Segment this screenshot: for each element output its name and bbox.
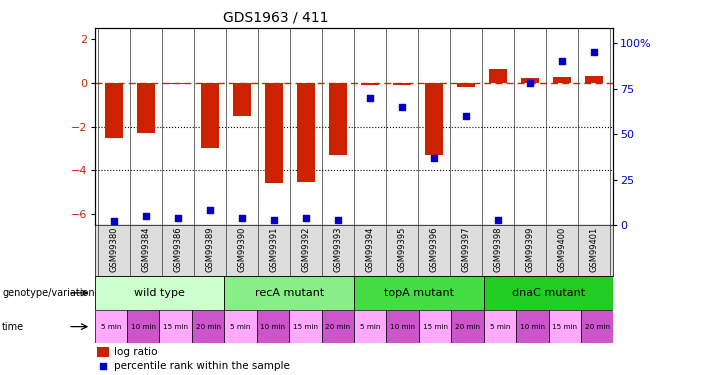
Bar: [95, 276, 224, 310]
Text: GSM99401: GSM99401: [590, 226, 599, 272]
Text: GSM99390: GSM99390: [238, 226, 247, 272]
Bar: [329, 83, 347, 155]
Text: percentile rank within the sample: percentile rank within the sample: [114, 361, 290, 371]
Text: GSM99384: GSM99384: [142, 226, 151, 272]
Bar: [233, 83, 251, 116]
Bar: [354, 276, 484, 310]
Bar: [201, 83, 219, 148]
Text: GSM99391: GSM99391: [269, 226, 278, 272]
Point: [236, 215, 247, 221]
Point: [140, 213, 151, 219]
Text: GSM99400: GSM99400: [557, 226, 566, 272]
Bar: [484, 276, 613, 310]
Bar: [160, 310, 192, 343]
Bar: [489, 69, 507, 83]
Point: [397, 104, 408, 110]
Text: 10 min: 10 min: [390, 324, 415, 330]
Bar: [457, 83, 475, 87]
Text: 10 min: 10 min: [520, 324, 545, 330]
Text: log ratio: log ratio: [114, 347, 158, 357]
Bar: [484, 310, 516, 343]
Text: 20 min: 20 min: [585, 324, 610, 330]
Point: [524, 80, 536, 86]
Text: GSM99396: GSM99396: [430, 226, 439, 272]
Text: GSM99394: GSM99394: [365, 226, 374, 272]
Bar: [549, 310, 581, 343]
Text: recA mutant: recA mutant: [254, 288, 324, 298]
Text: genotype/variation: genotype/variation: [2, 288, 95, 298]
Point: [428, 155, 440, 161]
Text: 5 min: 5 min: [231, 324, 251, 330]
Bar: [451, 310, 484, 343]
Point: [172, 215, 184, 221]
Text: GSM99398: GSM99398: [494, 226, 503, 272]
Text: 15 min: 15 min: [163, 324, 188, 330]
Bar: [169, 83, 186, 84]
Point: [461, 113, 472, 119]
Text: GSM99397: GSM99397: [461, 226, 470, 272]
Bar: [224, 276, 354, 310]
Bar: [322, 310, 354, 343]
Bar: [553, 77, 571, 83]
Text: 10 min: 10 min: [261, 324, 285, 330]
Bar: [522, 78, 539, 83]
Text: 5 min: 5 min: [101, 324, 121, 330]
Text: 20 min: 20 min: [325, 324, 350, 330]
Text: GSM99392: GSM99392: [301, 226, 311, 272]
Bar: [192, 310, 224, 343]
Text: 15 min: 15 min: [423, 324, 447, 330]
Bar: [361, 83, 379, 85]
Text: time: time: [2, 322, 25, 332]
Point: [97, 363, 109, 369]
Bar: [354, 310, 386, 343]
Text: dnaC mutant: dnaC mutant: [512, 288, 585, 298]
Point: [108, 218, 119, 224]
Point: [493, 216, 504, 222]
Text: 10 min: 10 min: [131, 324, 156, 330]
Text: 20 min: 20 min: [455, 324, 480, 330]
Bar: [95, 310, 127, 343]
Point: [589, 50, 600, 55]
Text: topA mutant: topA mutant: [384, 288, 454, 298]
Text: GSM99393: GSM99393: [334, 226, 343, 272]
Bar: [224, 310, 257, 343]
Text: GSM99395: GSM99395: [397, 226, 407, 272]
Point: [332, 216, 343, 222]
Bar: [137, 83, 155, 133]
Point: [268, 216, 280, 222]
Bar: [290, 310, 322, 343]
Text: GSM99389: GSM99389: [205, 226, 215, 272]
Text: GSM99399: GSM99399: [526, 226, 535, 272]
Bar: [105, 83, 123, 138]
Point: [300, 215, 311, 221]
Bar: [127, 310, 160, 343]
Bar: [516, 310, 549, 343]
Bar: [386, 310, 418, 343]
Text: wild type: wild type: [134, 288, 185, 298]
Point: [557, 58, 568, 64]
Point: [365, 95, 376, 101]
Bar: [418, 310, 451, 343]
Text: 5 min: 5 min: [360, 324, 381, 330]
Bar: [581, 310, 613, 343]
Point: [204, 207, 215, 213]
Bar: [393, 83, 411, 85]
Bar: [97, 347, 109, 357]
Text: GSM99380: GSM99380: [109, 226, 118, 272]
Bar: [297, 83, 315, 182]
Text: 5 min: 5 min: [490, 324, 510, 330]
Text: 15 min: 15 min: [293, 324, 318, 330]
Bar: [426, 83, 443, 155]
Bar: [585, 76, 603, 83]
Text: GSM99386: GSM99386: [173, 226, 182, 272]
Text: 15 min: 15 min: [552, 324, 577, 330]
Bar: [257, 310, 289, 343]
Text: GDS1963 / 411: GDS1963 / 411: [224, 10, 329, 24]
Bar: [265, 83, 283, 183]
Text: 20 min: 20 min: [196, 324, 221, 330]
